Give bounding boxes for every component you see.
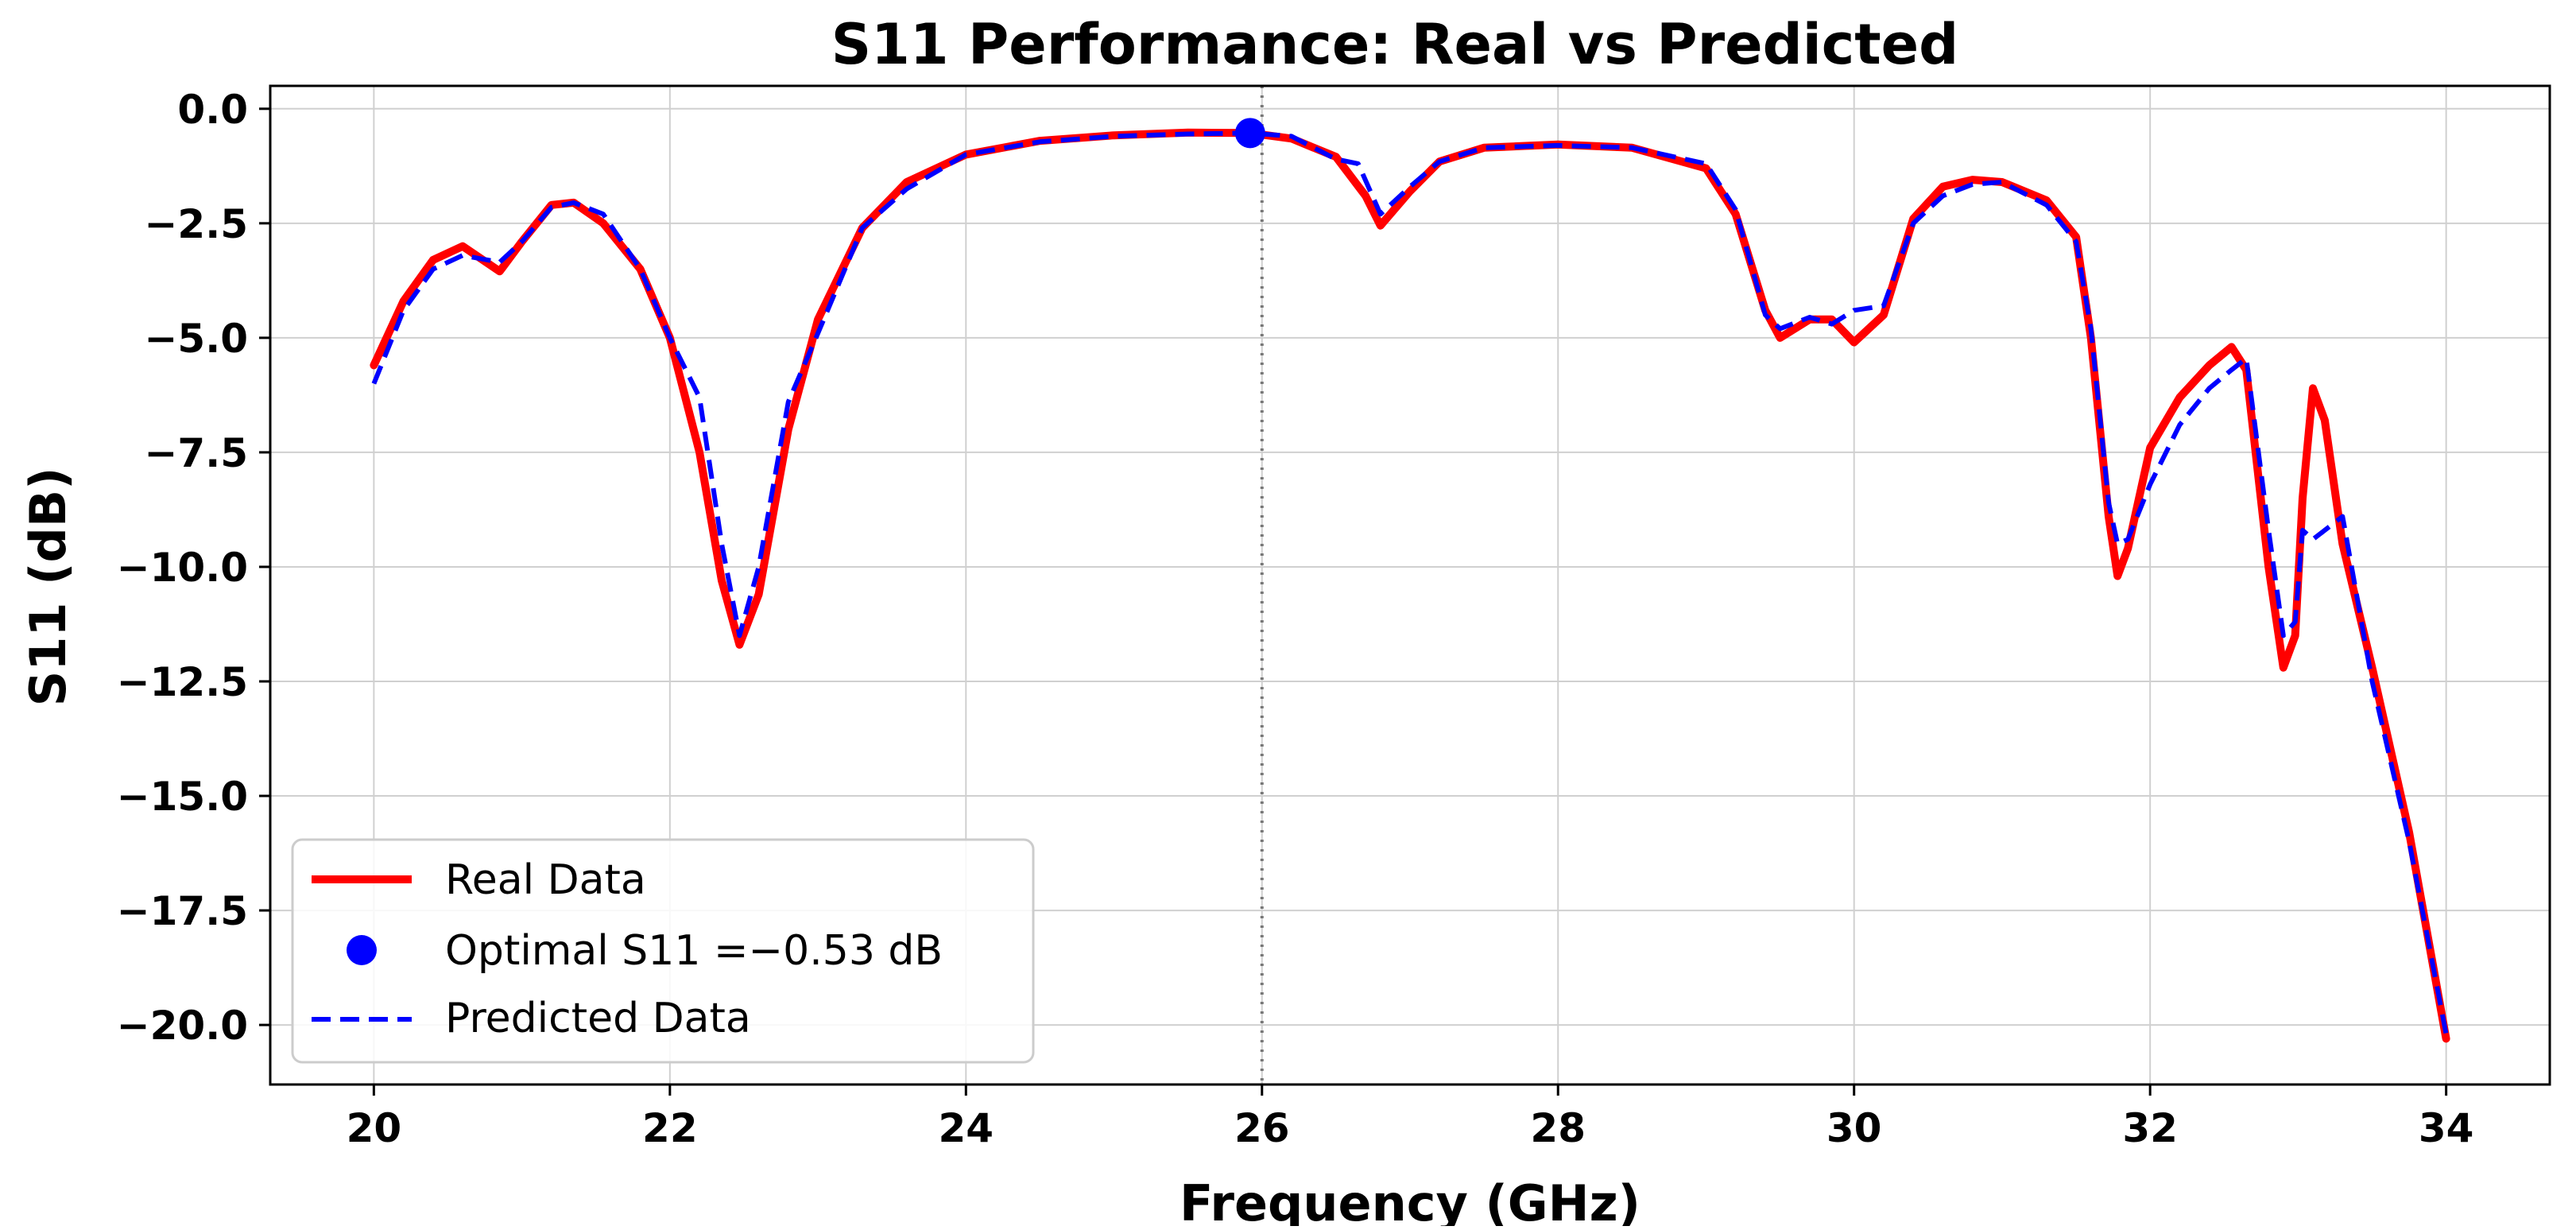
grid bbox=[270, 86, 2550, 1084]
y-tick-label: −15.0 bbox=[117, 774, 248, 820]
x-tick-label: 22 bbox=[642, 1105, 698, 1151]
y-tick-label: −7.5 bbox=[145, 430, 248, 476]
legend-optimal-dot-icon bbox=[347, 935, 377, 965]
x-tick-label: 28 bbox=[1530, 1105, 1586, 1151]
chart-title: S11 Performance: Real vs Predicted bbox=[831, 12, 1959, 77]
y-tick-label: −20.0 bbox=[117, 1003, 248, 1049]
legend-label-predicted: Predicted Data bbox=[445, 995, 751, 1042]
y-tick-label: 0.0 bbox=[177, 87, 248, 133]
x-tick-label: 26 bbox=[1234, 1105, 1290, 1151]
optimal-point-marker bbox=[1234, 118, 1265, 149]
y-tick-label: −17.5 bbox=[117, 888, 248, 934]
legend-box bbox=[291, 838, 1035, 1064]
x-axis-ticks: 20 22 24 26 28 30 32 34 bbox=[347, 1084, 2474, 1151]
x-axis-label: Frequency (GHz) bbox=[1180, 1174, 1641, 1226]
series-predicted-data bbox=[371, 130, 2449, 1035]
y-tick-label: −10.0 bbox=[117, 545, 248, 591]
x-tick-label: 34 bbox=[2419, 1105, 2474, 1151]
legend: Real Data Optimal S11 =−0.53 dB Predicte… bbox=[291, 838, 1035, 1064]
y-tick-label: −5.0 bbox=[145, 316, 248, 362]
x-tick-label: 30 bbox=[1826, 1105, 1882, 1151]
x-tick-label: 24 bbox=[939, 1105, 994, 1151]
y-tick-label: −2.5 bbox=[145, 201, 248, 247]
legend-label-optimal: Optimal S11 =−0.53 dB bbox=[445, 927, 943, 975]
y-axis-ticks: 0.0 −2.5 −5.0 −7.5 −10.0 −12.5 −15.0 −17.5 −20.0 bbox=[117, 87, 270, 1049]
x-tick-label: 32 bbox=[2122, 1105, 2178, 1151]
y-tick-label: −12.5 bbox=[117, 659, 248, 705]
y-axis-label: S11 (dB) bbox=[19, 468, 77, 707]
plot-frame bbox=[269, 84, 2551, 1086]
legend-label-real: Real Data bbox=[445, 856, 646, 904]
x-tick-label: 20 bbox=[347, 1105, 402, 1151]
